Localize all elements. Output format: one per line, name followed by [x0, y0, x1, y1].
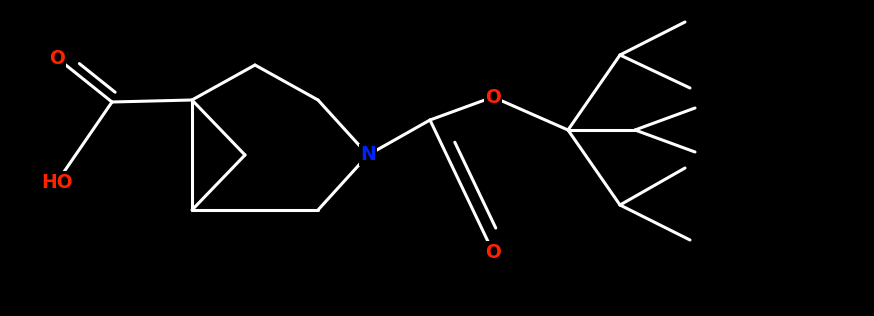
Text: HO: HO: [41, 173, 73, 191]
Text: O: O: [485, 242, 501, 262]
Text: N: N: [360, 145, 376, 165]
Text: O: O: [485, 88, 501, 106]
Text: O: O: [49, 48, 65, 68]
